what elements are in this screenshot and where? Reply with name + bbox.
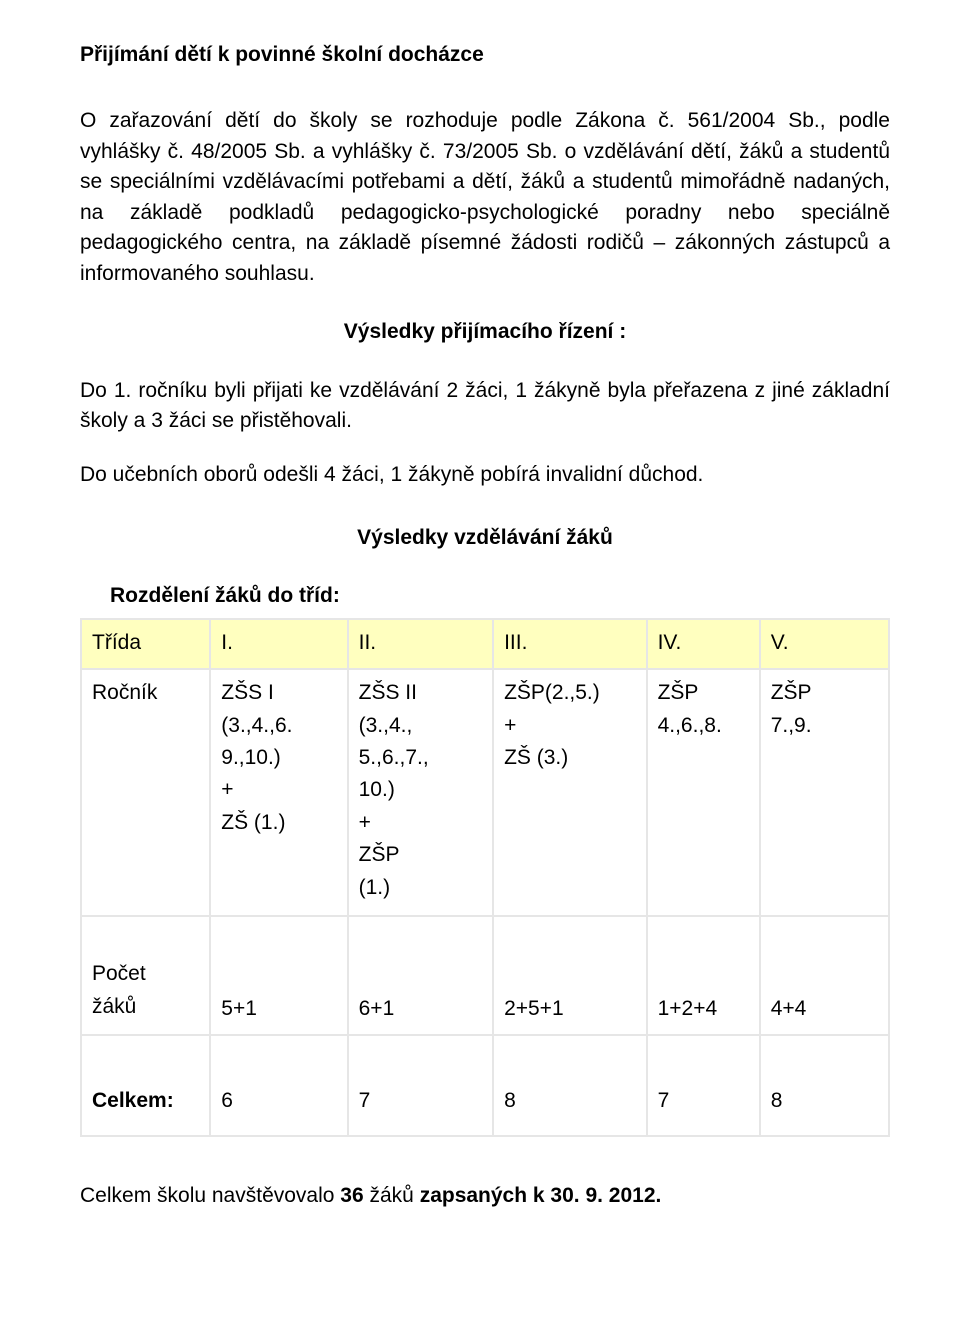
cell-text: 4.,6.,8. <box>658 711 749 741</box>
header-col-3: III. <box>493 619 647 669</box>
document-page: Přijímání dětí k povinné školní docházce… <box>0 0 960 1275</box>
cell-text: ZŠS II <box>359 678 482 708</box>
row-label-pocet: Počet žáků <box>81 916 210 1035</box>
row-label-rocnik: Ročník <box>81 669 210 916</box>
summary-count: 36 <box>340 1184 363 1207</box>
cell-rocnik-2: ZŠS II (3.,4., 5.,6.,7., 10.) + ZŠP (1.) <box>348 669 493 916</box>
header-label: Třída <box>81 619 210 669</box>
cell-text: + <box>504 711 636 741</box>
table-row-pocet: Počet žáků 5+1 6+1 2+5+1 1+2+4 4+4 <box>81 916 889 1035</box>
table-row-celkem: Celkem: 6 7 8 7 8 <box>81 1035 889 1135</box>
cell-rocnik-4: ZŠP 4.,6.,8. <box>647 669 760 916</box>
cell-rocnik-3: ZŠP(2.,5.) + ZŠ (3.) <box>493 669 647 916</box>
header-col-5: V. <box>760 619 889 669</box>
section-heading-education: Výsledky vzdělávání žáků <box>80 523 890 553</box>
cell-pocet-4: 1+2+4 <box>647 916 760 1035</box>
cell-celkem-4: 7 <box>647 1035 760 1135</box>
cell-celkem-2: 7 <box>348 1035 493 1135</box>
cell-text: (3.,4., <box>359 711 482 741</box>
cell-text: 7.,9. <box>771 711 878 741</box>
table-row-rocnik: Ročník ZŠS I (3.,4.,6. 9.,10.) + ZŠ (1.)… <box>81 669 889 916</box>
cell-text: + <box>221 775 336 805</box>
header-col-1: I. <box>210 619 347 669</box>
summary-prefix: Celkem školu navštěvovalo <box>80 1184 340 1207</box>
cell-text: 9.,10.) <box>221 743 336 773</box>
cell-text: Počet <box>92 959 199 989</box>
cell-text: (1.) <box>359 873 482 903</box>
table-header-row: Třída I. II. III. IV. V. <box>81 619 889 669</box>
cell-rocnik-1: ZŠS I (3.,4.,6. 9.,10.) + ZŠ (1.) <box>210 669 347 916</box>
cell-pocet-1: 5+1 <box>210 916 347 1035</box>
summary-date: zapsaných k 30. 9. 2012. <box>420 1184 662 1207</box>
cell-text: ZŠP <box>771 678 878 708</box>
paragraph-admission: Do 1. ročníku byli přijati ke vzdělávání… <box>80 376 890 437</box>
header-col-2: II. <box>348 619 493 669</box>
paragraph-leaving: Do učebních oborů odešli 4 žáci, 1 žákyn… <box>80 460 890 490</box>
cell-text: ZŠ (1.) <box>221 808 336 838</box>
cell-celkem-3: 8 <box>493 1035 647 1135</box>
intro-paragraph: O zařazování dětí do školy se rozhoduje … <box>80 106 890 289</box>
cell-text: ZŠP(2.,5.) <box>504 678 636 708</box>
cell-rocnik-5: ZŠP 7.,9. <box>760 669 889 916</box>
cell-celkem-1: 6 <box>210 1035 347 1135</box>
class-distribution-table: Třída I. II. III. IV. V. Ročník ZŠS I (3… <box>80 618 890 1137</box>
cell-text: ZŠP <box>658 678 749 708</box>
cell-text: ZŠ (3.) <box>504 743 636 773</box>
header-col-4: IV. <box>647 619 760 669</box>
cell-text: 10.) <box>359 775 482 805</box>
cell-pocet-3: 2+5+1 <box>493 916 647 1035</box>
table-caption: Rozdělení žáků do tříd: <box>110 581 890 611</box>
cell-text: ZŠP <box>359 840 482 870</box>
cell-text: ZŠS I <box>221 678 336 708</box>
cell-text: + <box>359 808 482 838</box>
summary-paragraph: Celkem školu navštěvovalo 36 žáků zapsan… <box>80 1181 890 1211</box>
cell-celkem-5: 8 <box>760 1035 889 1135</box>
section-heading-results: Výsledky přijímacího řízení : <box>80 317 890 347</box>
cell-pocet-2: 6+1 <box>348 916 493 1035</box>
cell-text: 5.,6.,7., <box>359 743 482 773</box>
cell-text: žáků <box>92 992 199 1022</box>
row-label-celkem: Celkem: <box>81 1035 210 1135</box>
summary-middle: žáků <box>364 1184 420 1207</box>
cell-pocet-5: 4+4 <box>760 916 889 1035</box>
page-title: Přijímání dětí k povinné školní docházce <box>80 40 890 70</box>
cell-text: (3.,4.,6. <box>221 711 336 741</box>
